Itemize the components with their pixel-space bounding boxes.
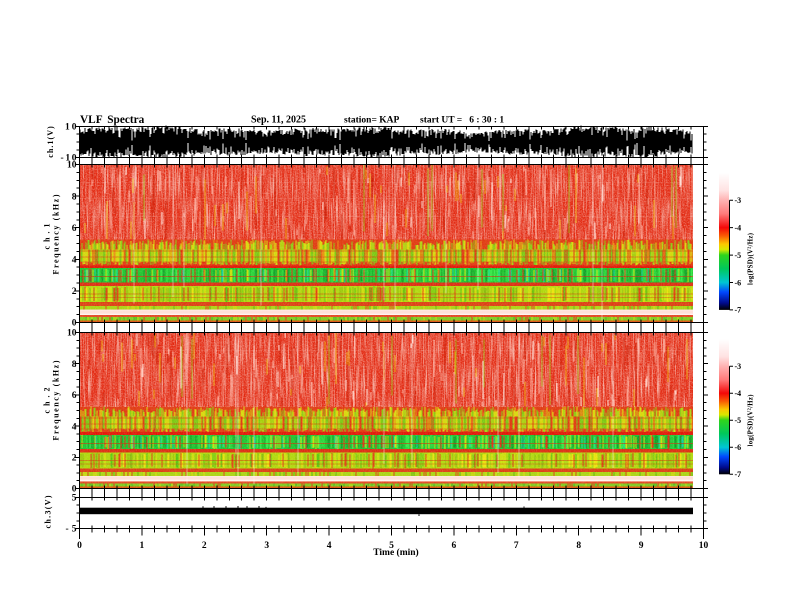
svg-text:ch.3(V): ch.3(V) — [44, 495, 53, 528]
svg-text:6: 6 — [72, 224, 77, 234]
svg-text:log(PSD)(V²/Hz): log(PSD)(V²/Hz) — [748, 233, 755, 285]
svg-text:-5: -5 — [735, 416, 742, 425]
svg-text:3: 3 — [264, 541, 269, 551]
svg-text:0: 0 — [72, 485, 77, 495]
svg-text:1: 1 — [140, 541, 145, 551]
svg-text:4: 4 — [327, 541, 332, 551]
svg-text:9: 9 — [639, 541, 644, 551]
svg-text:2: 2 — [72, 287, 77, 297]
svg-text:8: 8 — [72, 192, 77, 202]
svg-text:8: 8 — [576, 541, 581, 551]
svg-text:-3: -3 — [735, 196, 742, 205]
svg-text:10: 10 — [699, 541, 709, 551]
svg-text:10: 10 — [67, 161, 77, 171]
svg-text:station= KAP: station= KAP — [344, 116, 399, 126]
svg-text:10: 10 — [67, 329, 77, 339]
svg-text:2: 2 — [202, 541, 207, 551]
svg-text:start UT = 6 : 30 : 1: start UT = 6 : 30 : 1 — [420, 116, 504, 126]
svg-text:8: 8 — [72, 360, 77, 370]
svg-text:6: 6 — [72, 391, 77, 401]
svg-text:-7: -7 — [735, 470, 742, 479]
svg-text:4: 4 — [72, 256, 77, 266]
svg-text:ch.1(V): ch.1(V) — [46, 126, 55, 158]
svg-text:7: 7 — [514, 541, 519, 551]
svg-text:Frequency (kHz): Frequency (kHz) — [52, 360, 61, 440]
svg-text:log(PSD)(V²/Hz): log(PSD)(V²/Hz) — [748, 395, 755, 447]
svg-text:2: 2 — [72, 454, 77, 464]
svg-text:Sep. 11, 2025: Sep. 11, 2025 — [251, 115, 306, 126]
svg-text:4: 4 — [72, 422, 77, 432]
svg-text:-7: -7 — [735, 306, 742, 315]
svg-text:-5: -5 — [66, 525, 77, 535]
svg-text:5: 5 — [72, 494, 77, 504]
svg-text:VLF Spectra: VLF Spectra — [80, 114, 145, 126]
svg-text:-10: -10 — [61, 154, 77, 164]
svg-text:-3: -3 — [735, 362, 742, 371]
svg-text:-6: -6 — [735, 278, 742, 287]
svg-text:10: 10 — [65, 123, 77, 133]
svg-text:6: 6 — [452, 541, 457, 551]
svg-text:0: 0 — [77, 541, 82, 551]
svg-text:Frequency (kHz): Frequency (kHz) — [52, 194, 61, 274]
svg-text:-4: -4 — [735, 389, 742, 398]
svg-text:0: 0 — [72, 319, 77, 329]
svg-text:Time (min): Time (min) — [373, 547, 418, 558]
svg-text:-5: -5 — [735, 251, 742, 260]
svg-text:-6: -6 — [735, 443, 742, 452]
svg-text:-4: -4 — [735, 223, 742, 232]
svg-text:5: 5 — [389, 541, 394, 551]
